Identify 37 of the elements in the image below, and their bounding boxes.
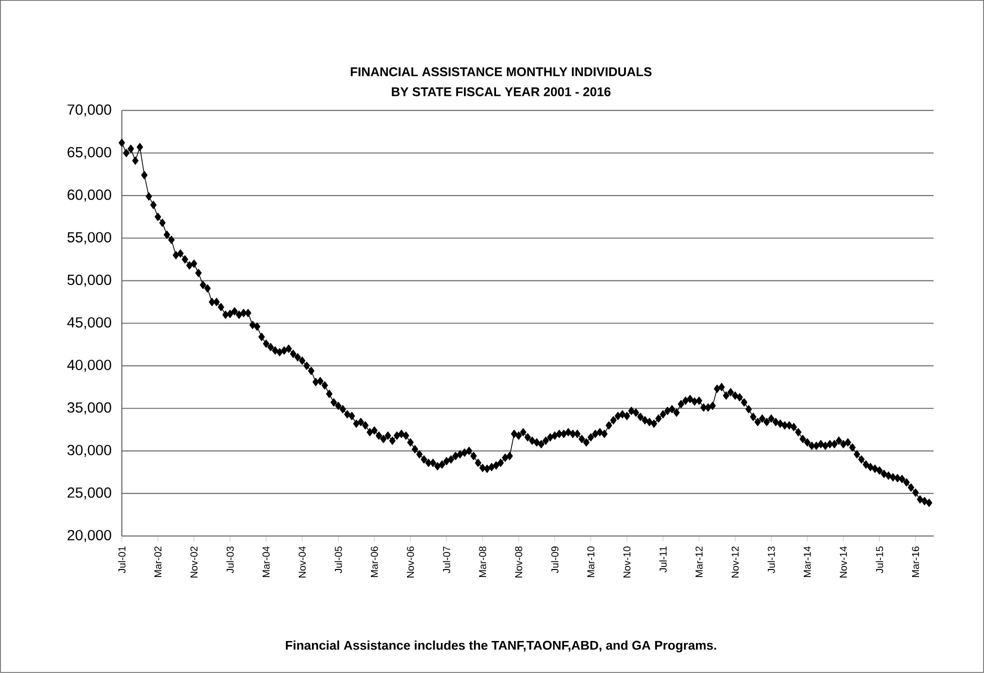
x-tick-label: Jul-09 (551, 546, 558, 574)
x-tick-label: Mar-04 (262, 546, 270, 578)
y-tick-label: 45,000 (67, 317, 112, 330)
y-tick-label: 40,000 (67, 360, 112, 372)
x-tick-label: Mar-02 (154, 546, 162, 578)
x-tick-label: Mar-10 (587, 546, 594, 578)
x-tick-label: Mar-16 (912, 546, 920, 578)
x-tick-label: Mar-08 (479, 546, 486, 578)
y-tick-label: 25,000 (68, 488, 112, 500)
x-tick-label: Nov-06 (406, 546, 414, 578)
x-tick-label: Jul-01 (118, 546, 126, 574)
text: Financial Assistance includes the TANF,TAONF,ABD, and GA Programs. (286, 640, 716, 652)
x-tick-label: Nov-04 (298, 546, 306, 578)
chart-subtitle: BY STATE FISCAL YEAR 2001 - 2016 (392, 87, 611, 96)
y-tick-label: 70,000 (68, 104, 112, 117)
x-tick-label: Jul-13 (768, 546, 775, 574)
x-tick-label: Mar-06 (370, 546, 378, 578)
chart-title: FINANCIAL ASSISTANCE MONTHLY INDIVIDUALS (350, 67, 652, 76)
x-tick-label: Nov-08 (515, 546, 522, 578)
x-tick-label: Jul-11 (659, 546, 667, 573)
x-tick-label: Nov-10 (623, 546, 630, 578)
x-tick-label: Jul-07 (442, 546, 450, 574)
y-tick-label: 50,000 (67, 274, 112, 287)
x-tick-label: Jul-03 (226, 546, 234, 574)
y-tick-label: 20,000 (68, 530, 112, 542)
y-tick-label: 55,000 (67, 232, 112, 244)
y-tick-label: 65,000 (68, 147, 112, 160)
x-tick-label: Nov-02 (190, 546, 198, 578)
x-tick-label: Jul-15 (876, 546, 884, 574)
x-tick-label: Nov-12 (732, 546, 739, 578)
x-tick-label: Jul-05 (334, 546, 342, 574)
y-tick-label: 30,000 (67, 444, 112, 458)
x-tick-label: Nov-14 (840, 546, 847, 578)
x-tick-label: Mar-12 (696, 546, 703, 578)
y-tick-label: 60,000 (68, 190, 112, 202)
x-tick-label: Mar-14 (804, 546, 811, 578)
y-tick-label: 35,000 (67, 402, 112, 414)
